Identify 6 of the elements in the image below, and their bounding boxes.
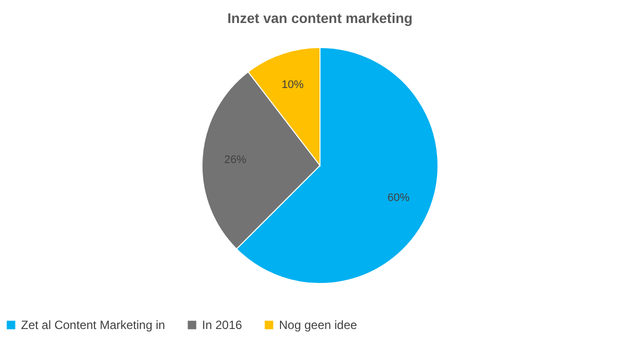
data-label: 10% <box>282 79 304 92</box>
data-label: 60% <box>387 192 410 204</box>
chart-title: Inzet van content marketing <box>227 10 413 26</box>
legend-label: Zet al Content Marketing in <box>21 318 166 332</box>
legend-label: In 2016 <box>202 318 242 332</box>
legend-label: Nog geen idee <box>279 318 358 332</box>
